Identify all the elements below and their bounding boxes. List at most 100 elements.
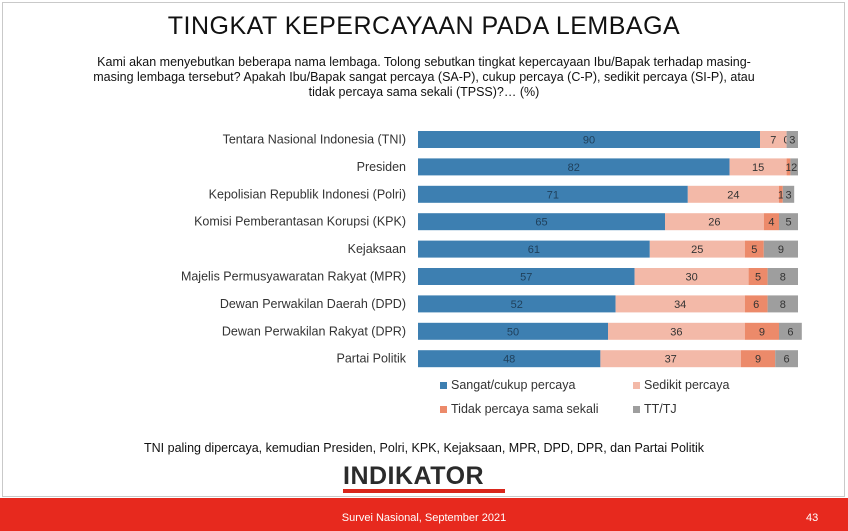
- bar-segment: [763, 240, 798, 258]
- bar-segment: [418, 350, 601, 368]
- data-label: 82: [568, 162, 580, 174]
- legend-label-sangat-cukup: Sangat/cukup percaya: [451, 378, 576, 392]
- bar-segment: [760, 131, 787, 148]
- category-label: Kepolisian Republik Indonesi (Polri): [209, 187, 406, 201]
- data-label: 8: [780, 272, 786, 284]
- data-label: 15: [752, 162, 764, 174]
- chart-caption: TNI paling dipercaya, kemudian Presiden,…: [144, 441, 704, 455]
- data-label: 34: [674, 299, 686, 311]
- data-label: 65: [535, 217, 547, 229]
- data-label: 1: [778, 189, 784, 201]
- category-label: Tentara Nasional Indonesia (TNI): [223, 133, 406, 147]
- bar-segment: [687, 185, 779, 203]
- indikator-logo: INDIKATOR: [343, 462, 485, 490]
- legend-swatch-tidak-percaya: [440, 405, 447, 413]
- category-label: Presiden: [357, 160, 406, 174]
- bar-segment: [744, 295, 768, 313]
- data-label: 36: [670, 326, 682, 338]
- data-label: 57: [520, 272, 532, 284]
- data-label: 50: [507, 326, 519, 338]
- legend-item-sedikit: Sedikit percaya: [633, 378, 729, 392]
- data-label: 3: [789, 135, 795, 147]
- bar-segment: [767, 268, 798, 285]
- data-label: 26: [708, 217, 720, 229]
- legend-swatch-sangat-cukup: [440, 381, 447, 389]
- bar-segment: [418, 322, 608, 340]
- bar-segment: [741, 350, 776, 368]
- bar-segment: [779, 185, 783, 203]
- category-label: Partai Politik: [337, 352, 407, 366]
- bar-segment: [763, 213, 779, 231]
- category-label: Dewan Perwakilan Daerah (DPD): [220, 297, 406, 311]
- bar-segment: [790, 158, 798, 176]
- bar-segment: [665, 213, 764, 231]
- legend-label-tidak-percaya: Tidak percaya sama sekali: [451, 402, 599, 416]
- category-label: Majelis Permusyawaratan Rakyat (MPR): [181, 270, 406, 284]
- bar-segment: [418, 213, 665, 231]
- bar-segment: [744, 240, 764, 258]
- data-label: 1: [785, 162, 791, 174]
- category-label: Dewan Perwakilan Rakyat (DPR): [222, 324, 406, 338]
- bar-segment: [779, 322, 802, 340]
- bar-segment: [744, 322, 779, 340]
- data-label: 5: [755, 272, 761, 284]
- data-label: 52: [511, 299, 523, 311]
- data-label: 9: [759, 326, 765, 338]
- stacked-bar-chart: Tentara Nasional Indonesia (TNI)90703Pre…: [181, 131, 802, 368]
- category-label: Kejaksaan: [348, 242, 406, 256]
- data-label: 48: [503, 354, 515, 366]
- footer-bar: [0, 498, 848, 531]
- bar-segment: [418, 185, 688, 203]
- data-label: 5: [785, 217, 791, 229]
- slide-subtitle: Kami akan menyebutkan beberapa nama lemb…: [60, 55, 788, 100]
- subtitle-line-2: masing lembaga tersebut? Apakah Ibu/Bapa…: [93, 70, 755, 84]
- data-label: 7: [770, 135, 776, 147]
- bar-segment: [775, 350, 798, 368]
- data-label: 9: [778, 244, 784, 256]
- data-label: 2: [791, 162, 797, 174]
- data-label: 61: [528, 244, 540, 256]
- logo-underline: [343, 489, 505, 493]
- slide-title: TINGKAT KEPERCAYAAN PADA LEMBAGA: [167, 12, 681, 40]
- data-label: 5: [751, 244, 757, 256]
- legend-swatch-tt-tj: [633, 405, 640, 413]
- data-label: 8: [780, 299, 786, 311]
- legend-label-tt-tj: TT/TJ: [644, 402, 677, 416]
- bar-segment: [608, 322, 745, 340]
- data-label: 90: [583, 135, 595, 147]
- data-label: 4: [768, 217, 774, 229]
- bar-segment: [748, 268, 768, 285]
- data-label: 9: [755, 354, 761, 366]
- bar-segment: [418, 158, 730, 176]
- bar-segment: [729, 158, 787, 176]
- subtitle-line-3: tidak percaya sama sekali (TPSS)?… (%): [308, 85, 540, 99]
- bar-segment: [767, 295, 798, 313]
- bar-segment: [418, 268, 635, 285]
- bar-segment: [418, 240, 650, 258]
- data-label: 71: [547, 189, 559, 201]
- bar-segment: [786, 158, 791, 176]
- data-label: 6: [787, 326, 793, 338]
- subtitle-line-1: Kami akan menyebutkan beberapa nama lemb…: [97, 55, 751, 69]
- legend-item-tt-tj: TT/TJ: [633, 402, 677, 416]
- legend-swatch-sedikit: [633, 381, 640, 389]
- legend-item-sangat-cukup: Sangat/cukup percaya: [440, 378, 575, 392]
- legend-label-sedikit: Sedikit percaya: [644, 378, 730, 392]
- data-label: 6: [784, 354, 790, 366]
- bar-segment: [600, 350, 741, 368]
- bar-segment: [786, 131, 798, 148]
- data-label: 30: [685, 272, 697, 284]
- bar-segment: [649, 240, 745, 258]
- footer-text: Survei Nasional, September 2021: [341, 512, 507, 524]
- data-label: 3: [785, 189, 791, 201]
- data-label: 6: [753, 299, 759, 311]
- page-number: 43: [806, 512, 819, 524]
- bar-segment: [418, 295, 616, 313]
- bar-segment: [634, 268, 749, 285]
- slide-frame: [2, 2, 845, 497]
- bar-segment: [615, 295, 745, 313]
- data-label: 24: [727, 189, 739, 201]
- data-label: 37: [665, 354, 677, 366]
- category-label: Komisi Pemberantasan Korupsi (KPK): [194, 215, 406, 229]
- data-label: 25: [691, 244, 703, 256]
